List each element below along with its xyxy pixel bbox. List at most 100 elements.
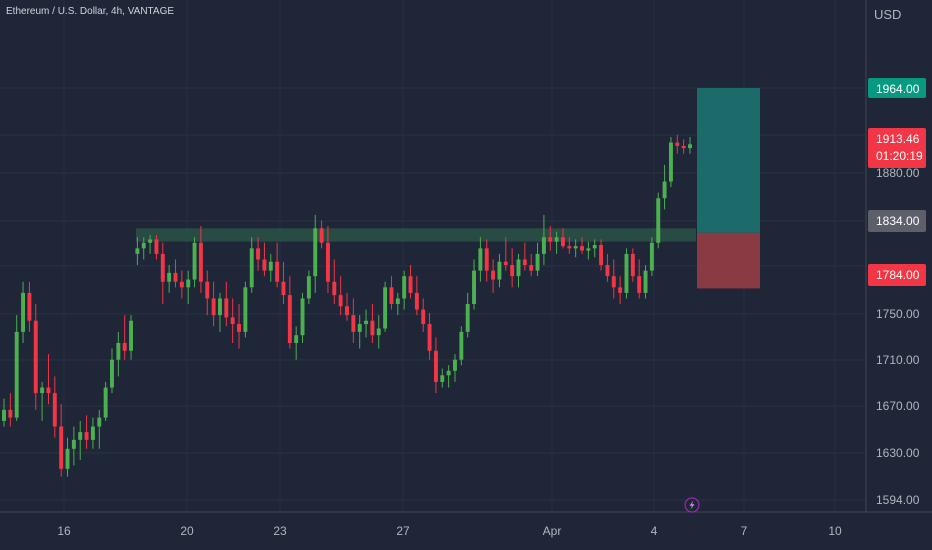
candle <box>148 234 153 254</box>
candle <box>554 231 559 254</box>
candle-body <box>268 261 273 271</box>
candle <box>421 298 426 332</box>
lightning-icon[interactable] <box>684 497 700 513</box>
candle-body <box>688 144 692 149</box>
candle <box>605 253 610 282</box>
price-tick-label: 1630.00 <box>876 446 920 460</box>
candle <box>383 281 388 332</box>
candle <box>656 192 661 249</box>
candle-body <box>103 387 108 418</box>
candle-body <box>592 245 597 249</box>
candle <box>497 253 502 288</box>
candle-body <box>173 272 178 282</box>
candle <box>179 270 184 299</box>
candle <box>2 398 6 427</box>
candle <box>402 270 407 310</box>
candle <box>630 248 635 282</box>
candle-body <box>33 320 38 394</box>
candle-body <box>649 242 654 271</box>
candle <box>510 248 515 288</box>
candle <box>192 237 197 288</box>
candle <box>40 381 45 421</box>
candle <box>465 292 470 338</box>
candle <box>611 259 616 299</box>
stop-zone[interactable] <box>697 232 760 289</box>
candle-body <box>154 239 159 254</box>
candle <box>14 315 19 421</box>
candle-body <box>90 426 95 440</box>
price-tick-label: 1750.00 <box>876 307 920 321</box>
candle <box>103 381 108 421</box>
candle <box>332 259 337 305</box>
candle <box>338 276 343 316</box>
candle-body <box>637 276 642 293</box>
candle <box>472 259 477 310</box>
candle-body <box>433 350 438 382</box>
candle-body <box>281 281 286 296</box>
candle <box>357 315 362 349</box>
candle-body <box>46 387 51 394</box>
candle <box>529 253 534 277</box>
symbol-title: Ethereum / U.S. Dollar, 4h, VANTAGE <box>6 6 175 17</box>
candle-body <box>97 417 102 427</box>
candle-body <box>370 320 375 336</box>
current-price-tag: 1913.46 01:20:19 <box>868 128 926 168</box>
candle <box>262 242 267 277</box>
candle <box>186 270 191 305</box>
candle-body <box>71 439 76 449</box>
entry-price-tag-bg <box>868 210 926 232</box>
candle-body <box>179 281 184 288</box>
time-axis[interactable]: 16 20 23 27 Apr 4 7 10 <box>57 524 842 538</box>
candle <box>71 426 76 466</box>
candle <box>649 237 654 277</box>
candle-body <box>599 245 604 266</box>
candle <box>313 214 318 293</box>
candle-body <box>643 270 648 293</box>
candle <box>122 315 127 360</box>
entry-price-tag-text: 1834.00 <box>876 214 920 228</box>
candle <box>408 265 413 299</box>
candle <box>129 315 134 360</box>
candle-body <box>217 298 222 316</box>
candle-body <box>484 248 489 271</box>
candle-body <box>408 276 413 293</box>
time-tick-label: 23 <box>273 524 287 538</box>
candle-body <box>332 281 337 296</box>
candle-body <box>243 287 248 332</box>
stop-price-tag-text: 1784.00 <box>876 268 920 282</box>
candle <box>414 276 419 316</box>
candle <box>160 242 165 305</box>
candle-body <box>491 270 496 280</box>
candle <box>325 226 330 293</box>
candle <box>522 242 527 271</box>
candle-body <box>478 248 483 271</box>
candle-body <box>256 248 261 260</box>
candle-body <box>116 342 121 360</box>
candle <box>135 237 140 266</box>
candle <box>491 259 496 293</box>
candle-body <box>338 295 343 307</box>
target-zone[interactable] <box>697 88 760 233</box>
candle-body <box>192 242 197 280</box>
candle <box>205 270 210 316</box>
current-price-tag-text: 01:20:19 <box>876 149 923 163</box>
candle-body <box>21 292 26 332</box>
candle-body <box>440 375 445 382</box>
candle-body <box>611 276 616 288</box>
candle-body <box>357 324 362 332</box>
candle <box>618 276 623 305</box>
candle-body <box>262 259 267 271</box>
candle <box>599 239 604 271</box>
candle <box>237 304 241 349</box>
candle-body <box>681 145 686 149</box>
candle-body <box>668 142 673 182</box>
candle <box>84 415 89 449</box>
candle-body <box>389 287 394 305</box>
candle-body <box>605 265 610 277</box>
candle <box>459 326 464 366</box>
time-tick-label: 10 <box>828 524 842 538</box>
candle-body <box>529 265 534 271</box>
candle <box>268 253 273 282</box>
candle-body <box>351 315 356 332</box>
